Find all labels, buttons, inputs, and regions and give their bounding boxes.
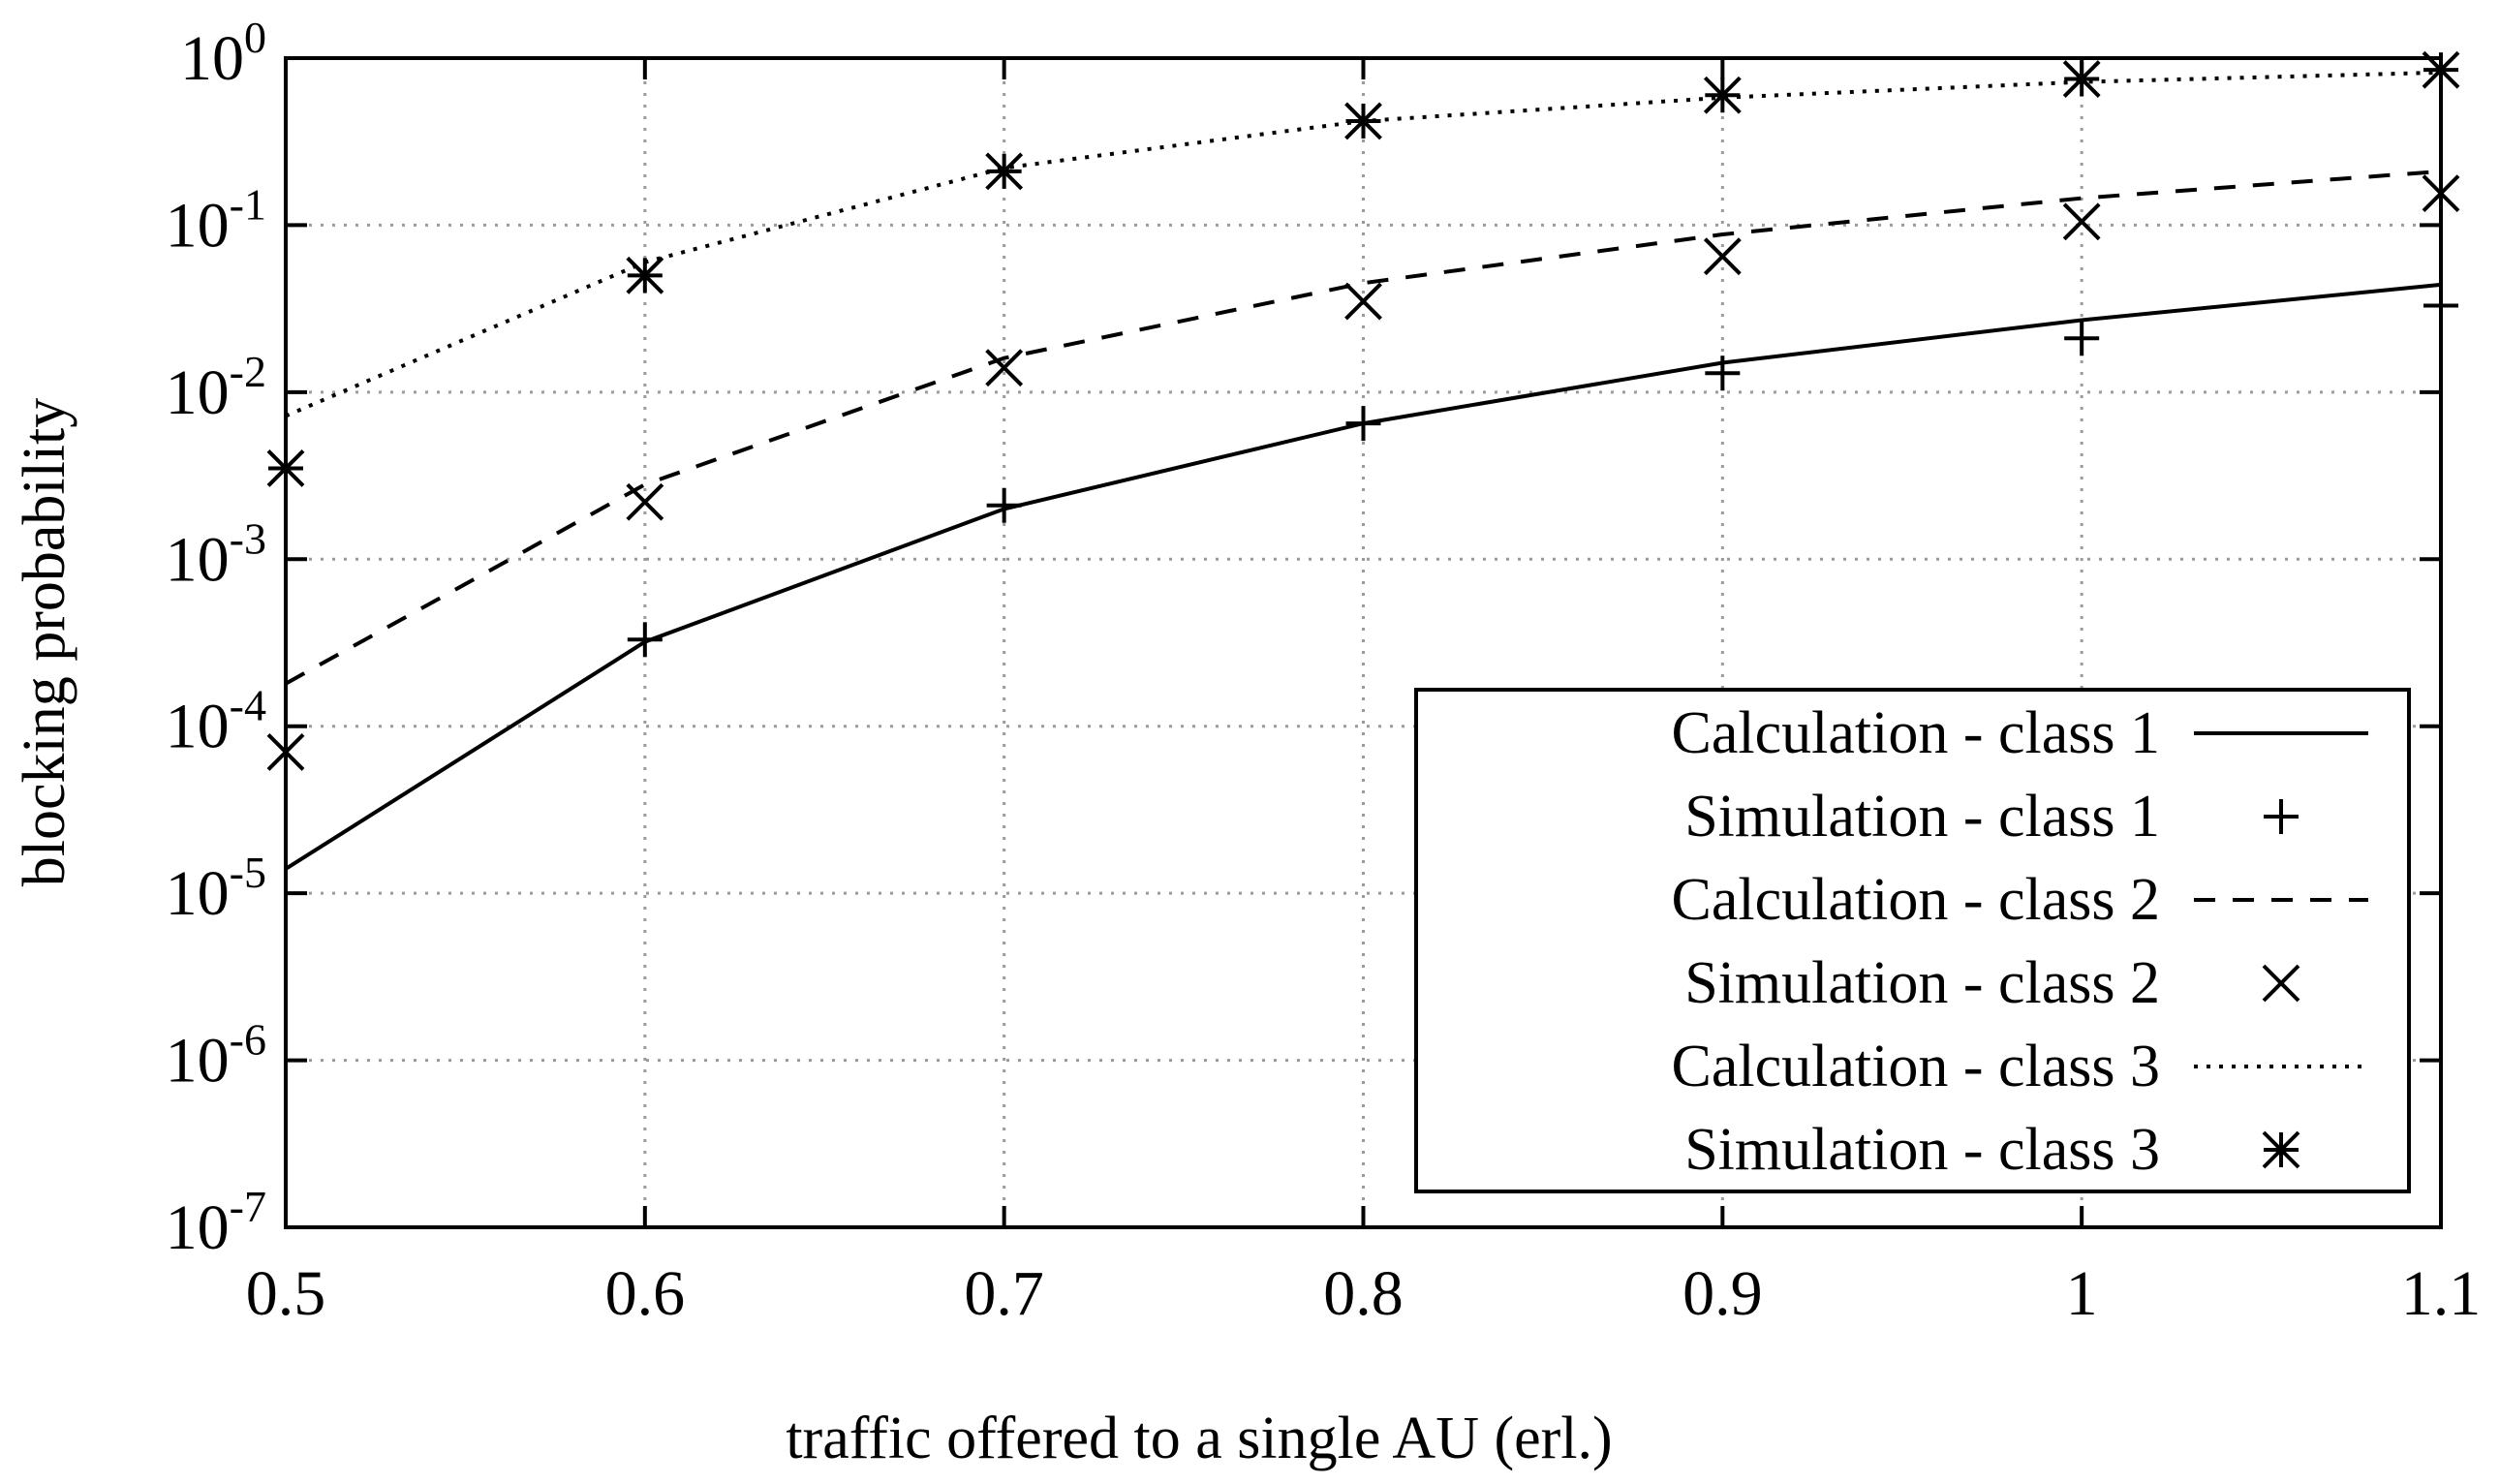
y-tick-label: 10-3 (166, 513, 266, 595)
legend-label: Calculation - class 1 (1672, 700, 2160, 766)
series-2 (627, 288, 2458, 658)
data-point-marker (986, 487, 1022, 523)
legend: Calculation - class 1 Simulation - class … (1414, 688, 2411, 1193)
legend-box (1414, 688, 2411, 1193)
data-point-marker (985, 349, 1024, 387)
y-tick-label: 10-7 (166, 1182, 266, 1263)
y-tick-label: 10-1 (166, 179, 266, 261)
data-point-marker (985, 152, 1024, 191)
legend-label: Simulation - class 3 (1684, 1117, 2160, 1183)
y-tick-label: 100 (180, 13, 266, 94)
x-tick-label: 0.7 (964, 1258, 1044, 1329)
series-4 (266, 174, 2460, 771)
data-point-marker (1703, 76, 1742, 114)
legend-marker-sample (2264, 799, 2299, 834)
x-tick-label: 1.1 (2401, 1258, 2482, 1329)
y-tick-label: 10-5 (166, 848, 266, 929)
y-tick-labels: 100 10-1 10-2 10-3 10-4 10-5 10-6 10-7 (166, 13, 266, 1263)
y-tick-label: 10-4 (166, 681, 266, 762)
x-tick-label: 0.9 (1682, 1258, 1763, 1329)
data-point-marker (1703, 237, 1742, 276)
y-tick-label: 10-6 (166, 1015, 266, 1097)
data-point-marker (1344, 102, 1382, 140)
legend-label: Simulation - class 1 (1684, 784, 2160, 850)
data-point-marker (2062, 202, 2101, 241)
axis-ticks (284, 56, 2443, 1229)
data-point-marker (1705, 356, 1741, 391)
legend-label: Calculation - class 2 (1672, 867, 2160, 933)
legend-entry: Simulation - class 3 (1684, 1117, 2300, 1183)
legend-entry: Calculation - class 3 (1672, 1034, 2368, 1099)
y-tick-label: 10-2 (166, 347, 266, 428)
legend-marker-sample (2262, 964, 2300, 1003)
legend-label: Calculation - class 3 (1672, 1034, 2160, 1099)
x-tick-label: 0.5 (246, 1258, 326, 1329)
legend-entry: Simulation - class 1 (1684, 784, 2299, 850)
data-point-marker (626, 256, 664, 294)
legend-marker-sample (2262, 1130, 2300, 1169)
x-tick-labels: 0.5 0.6 0.7 0.8 0.9 1 1.1 (246, 1258, 2482, 1329)
y-axis-title: blocking probability (12, 398, 77, 887)
data-point-marker (626, 482, 664, 521)
legend-entry: Calculation - class 1 (1672, 700, 2368, 766)
x-tick-label: 0.6 (605, 1258, 686, 1329)
legend-label: Simulation - class 2 (1684, 950, 2160, 1016)
x-tick-label: 1 (2066, 1258, 2098, 1329)
data-point-marker (2064, 321, 2100, 356)
x-tick-label: 0.8 (1323, 1258, 1404, 1329)
data-point-marker (1344, 282, 1382, 321)
legend-entry: Simulation - class 2 (1684, 950, 2300, 1016)
legend-entry: Calculation - class 2 (1672, 867, 2368, 933)
x-axis-title: traffic offered to a single AU (erl.) (786, 1406, 1612, 1471)
data-point-marker (1345, 406, 1381, 442)
data-point-marker (627, 622, 663, 658)
